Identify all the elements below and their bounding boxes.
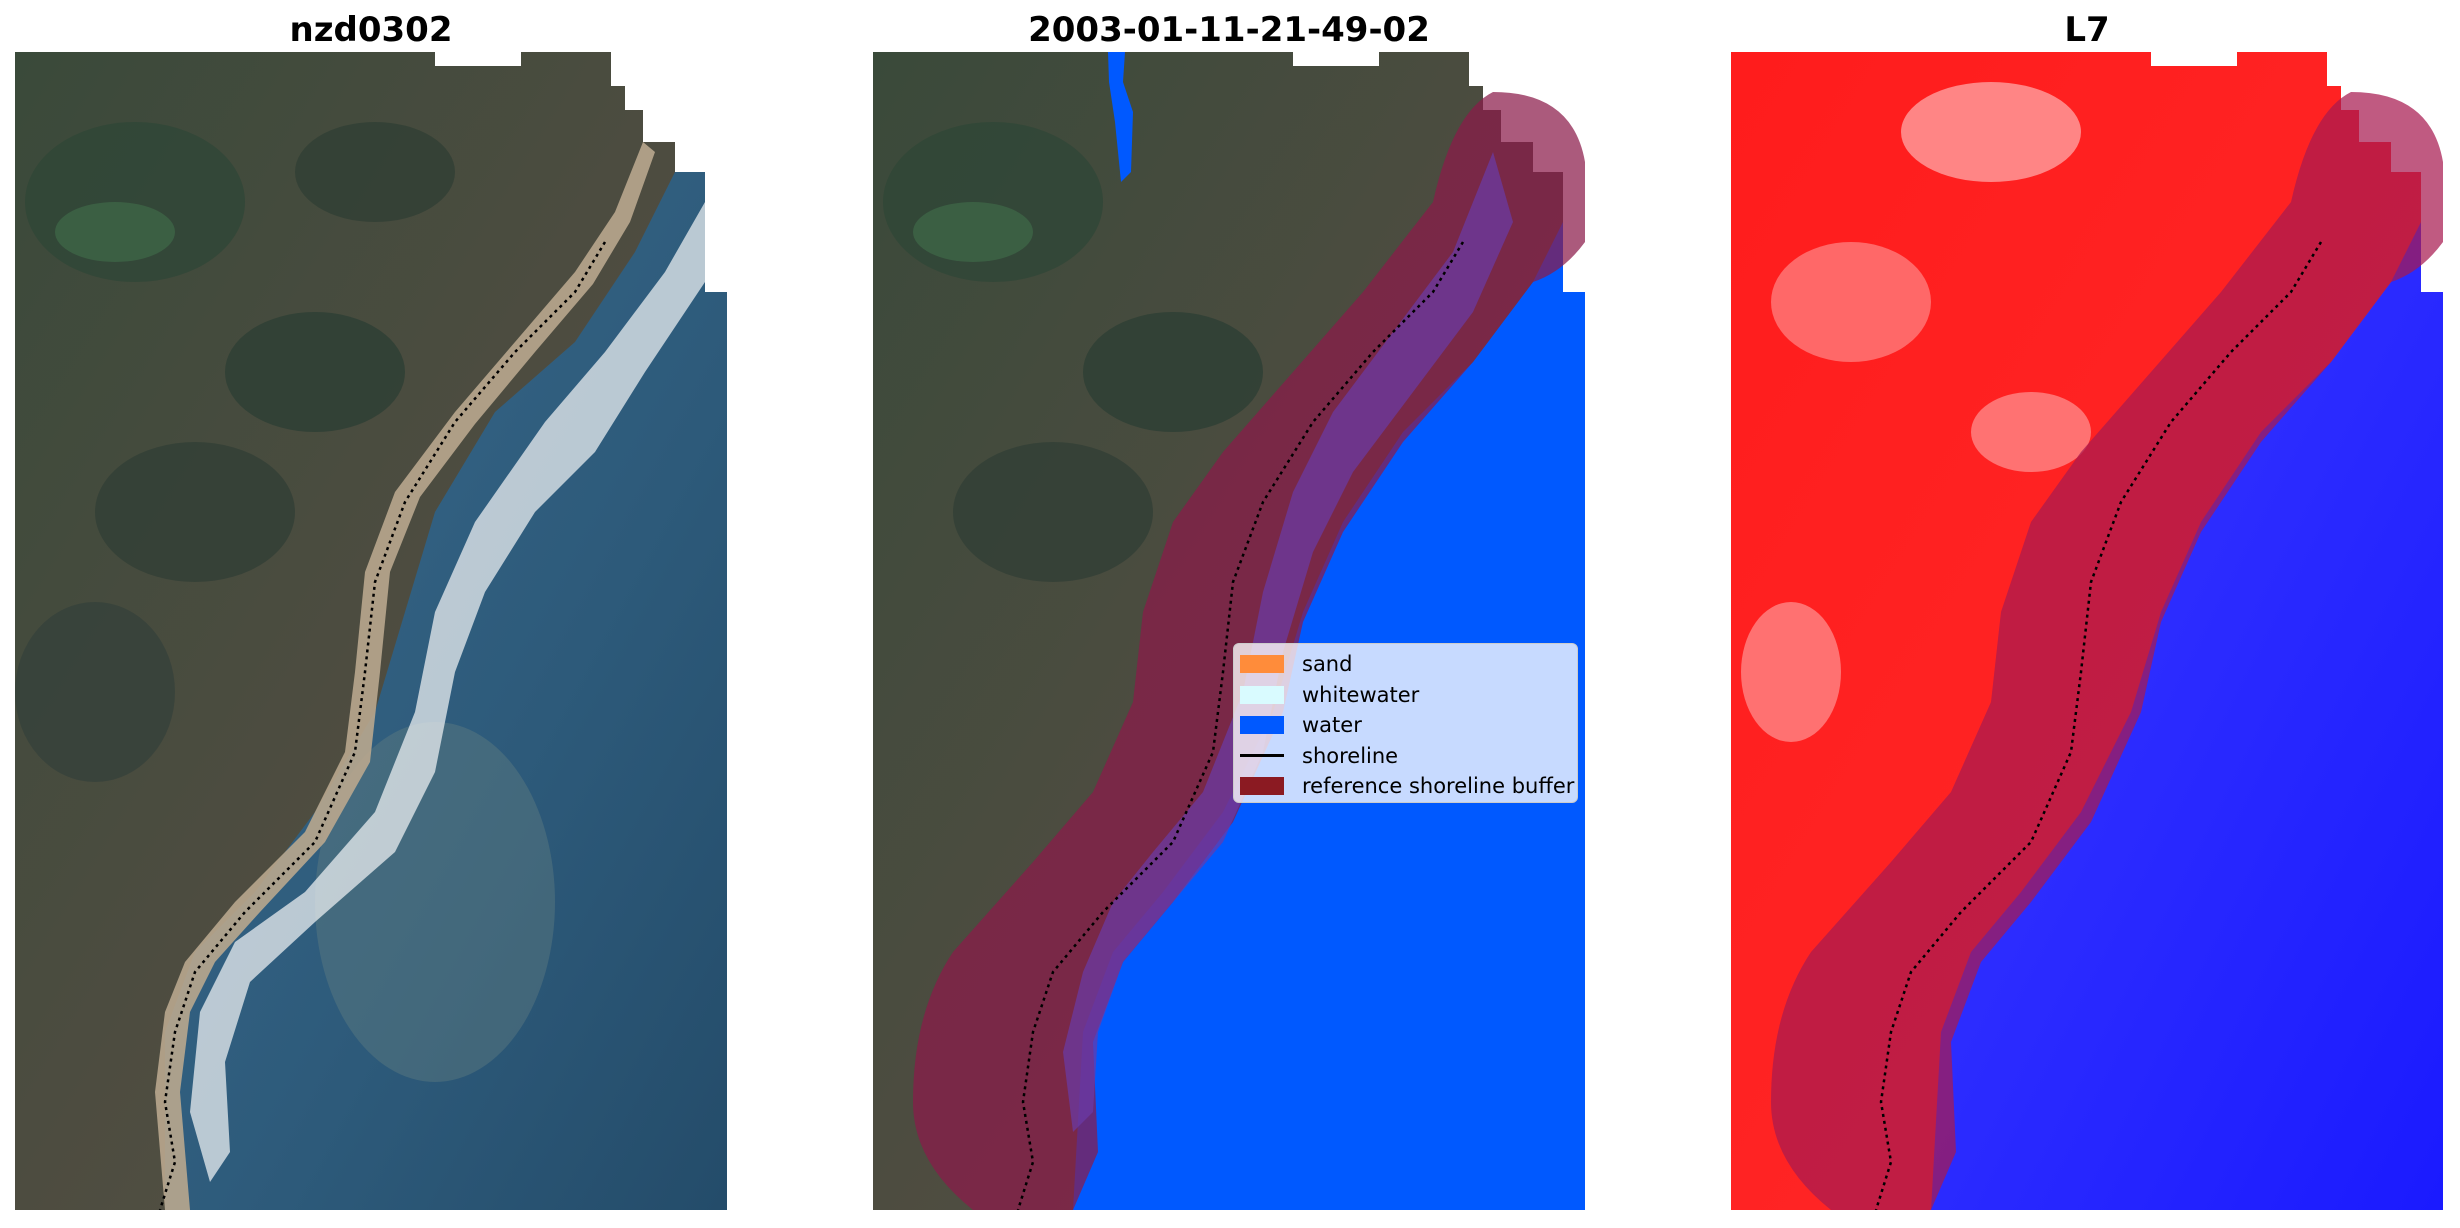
rgb-satellite-image (15, 52, 727, 1210)
legend-item-shoreline: shoreline (1240, 741, 1577, 772)
buffer-sand-overlay (1063, 152, 1513, 1132)
left-panel-title: nzd0302 (289, 10, 453, 50)
water-class-north (1108, 52, 1133, 182)
surf-zone (190, 202, 705, 1182)
legend-label: reference shoreline buffer (1302, 774, 1575, 799)
legend-item-reference-shoreline-buffer: reference shoreline buffer (1240, 771, 1577, 802)
classified-image (873, 52, 1585, 1210)
beach-sand (155, 142, 655, 1210)
legend-label: whitewater (1302, 682, 1420, 707)
grass-patch (55, 202, 175, 262)
forest-patch (295, 122, 455, 222)
index-negative-sea (1931, 202, 2443, 1210)
legend-label: shoreline (1302, 743, 1399, 768)
legend-line (1240, 754, 1284, 758)
index-light-patch (1771, 242, 1931, 362)
forest-patch (953, 442, 1153, 582)
middle-panel-title: 2003-01-11-21-49-02 (1028, 10, 1430, 50)
index-image (1731, 52, 2443, 1210)
index-light-patch (1901, 82, 2081, 182)
index-light-patch (1741, 602, 1841, 742)
legend-swatch (1240, 777, 1284, 796)
legend: sand whitewater water shoreline referenc… (1233, 643, 1578, 803)
grass-patch (913, 202, 1033, 262)
legend-label: sand (1302, 652, 1353, 677)
legend-item-whitewater: whitewater (1240, 680, 1577, 711)
legend-swatch (1240, 655, 1284, 674)
right-panel-title: L7 (2064, 10, 2110, 50)
reference-shoreline-buffer (1771, 92, 2443, 1210)
forest-patch (1083, 312, 1263, 432)
legend-label: water (1302, 713, 1362, 738)
forest-patch (95, 442, 295, 582)
forest-patch (225, 312, 405, 432)
index-light-patch (1971, 392, 2091, 472)
legend-item-water: water (1240, 710, 1577, 741)
legend-item-sand: sand (1240, 649, 1577, 680)
forest-patch (15, 602, 175, 782)
legend-swatch (1240, 716, 1284, 735)
legend-swatch (1240, 685, 1284, 704)
